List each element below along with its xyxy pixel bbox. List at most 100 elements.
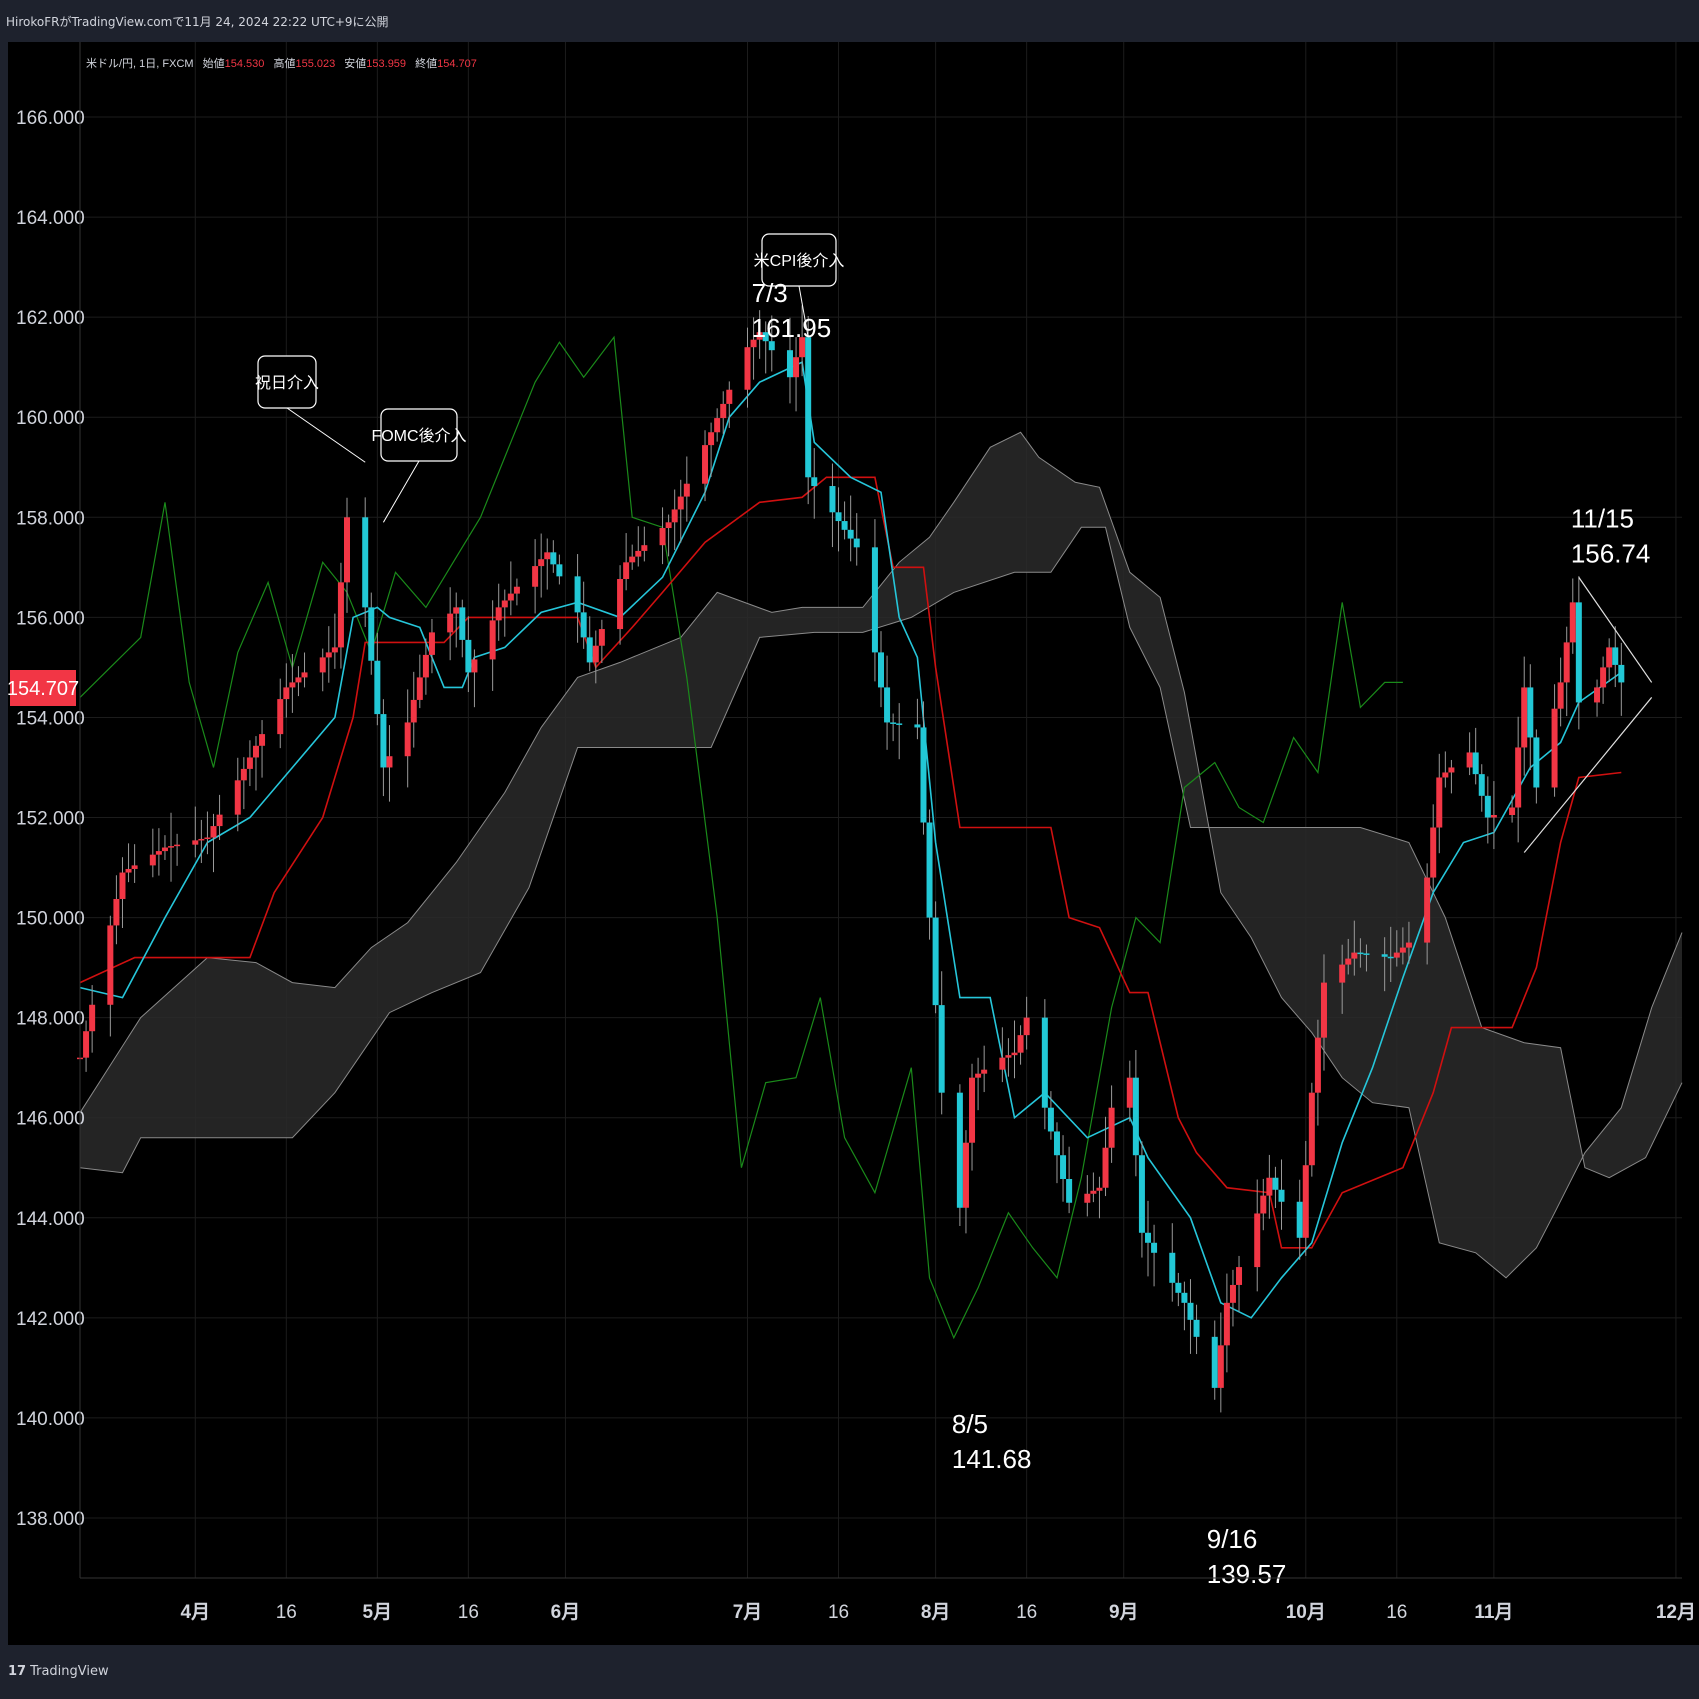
candle-body [1393,952,1400,958]
candle-body [1108,1107,1115,1148]
candle-body [89,1004,96,1032]
y-tick-label: 138.000 [16,1509,85,1530]
candle-body [896,723,903,725]
candle-body [762,332,769,342]
tradingview-logo[interactable]: 17 TradingView [8,1664,109,1679]
candle-body [295,677,302,683]
candle-body [210,826,217,838]
candle-body [1236,1267,1243,1285]
callout-pointer [382,460,420,523]
candle-body [671,509,678,523]
drawings[interactable]: 祝日介入 FOMC後介入 米CPI後介入 [255,233,1653,853]
candle-body [659,528,666,546]
candle-body [1047,1107,1054,1132]
candle-body [1011,1052,1018,1056]
candle-body [665,522,672,529]
annotation-price: 161.95 [752,313,832,343]
legend-close-label: 終値 [415,56,437,70]
candle-body [1308,1092,1315,1166]
candle-body [1515,747,1522,808]
candle-body [793,357,800,378]
y-tick-label: 152.000 [16,809,85,830]
x-tick-label: 7月 [733,1602,763,1623]
candle-body [1017,1035,1024,1053]
candle-body [113,898,120,926]
candle-body [453,607,460,614]
candle-body [623,562,630,580]
candle-body [878,652,884,688]
candle-body [677,496,684,510]
candle-body [799,337,806,358]
candle-body [1145,1232,1151,1243]
candle-body [586,637,593,663]
candle-body [489,620,496,660]
candle-body [592,645,599,663]
cloud-fill [80,432,1682,1278]
candle-body [174,844,181,847]
candle-body [368,607,375,661]
candle-body [1296,1201,1303,1238]
candle-body [1594,687,1601,703]
callout-text: 米CPI後介入 [754,252,845,270]
y-tick-label: 140.000 [16,1409,85,1430]
candle-body [1211,1336,1218,1388]
candle-body [811,477,818,487]
candle-body [1442,772,1449,778]
candle-body [720,403,727,419]
candle-body [161,847,168,852]
candle-body [404,722,411,757]
candle-body [1563,642,1570,683]
candle-body [975,1073,982,1078]
annotations: 7/3 161.95 8/5 141.68 9/16 139.57 11/15 156.74 [752,278,1651,1589]
legend-high-label: 高値 [273,56,295,70]
candle-body [702,445,709,484]
candle-body [926,822,933,918]
candle-body [1339,964,1346,983]
callout-pointer [286,407,366,463]
candle-body [532,566,539,587]
candle-body [362,517,369,608]
candle-body [1320,982,1327,1038]
x-tick-label: 11月 [1474,1602,1513,1623]
annotation-date: 11/15 [1571,503,1634,533]
chart-frame[interactable] [8,42,1699,1645]
candle-body [1187,1302,1194,1320]
candle-body [1600,667,1607,688]
candle-body [1302,1165,1309,1238]
candle-body [107,925,114,1005]
callout-bubble [380,408,458,462]
legend-open: 154.530 [225,58,265,70]
y-tick-label: 156.000 [16,608,85,629]
candle-body [1102,1147,1109,1188]
annotation-price: 139.57 [1207,1559,1287,1589]
candle-body [574,576,581,613]
candle-body [1217,1345,1224,1388]
candles [77,305,1625,1413]
candle-body [1169,1252,1176,1283]
candle-body [319,657,326,673]
candle-body [1521,687,1528,748]
candle-body [246,757,253,769]
candle-body [1387,956,1394,959]
y-tick-label: 160.000 [16,408,85,429]
legend-open-label: 始値 [203,56,225,70]
x-tick-label: 4月 [181,1602,211,1623]
candle-body [1484,795,1491,818]
callout-text: 祝日介入 [255,374,319,392]
candle-body [1527,687,1534,738]
candle-body [125,868,132,873]
x-tick-label: 6月 [551,1602,581,1623]
candle-body [1575,602,1582,703]
candle-body [1533,737,1540,788]
candle-body [635,550,642,557]
candle-body [168,846,175,848]
candle-body [580,612,587,638]
candle-body [416,677,423,700]
price-tag-bg [10,670,76,706]
candle-body [1405,942,1412,948]
candle-body [131,865,138,869]
legend-symbol: 米ドル/円, 1日, FXCM [86,57,194,70]
candle-body [981,1069,988,1074]
candle-body [422,654,429,678]
